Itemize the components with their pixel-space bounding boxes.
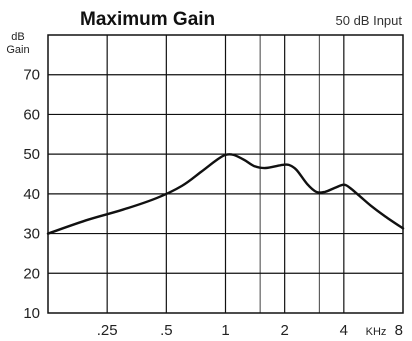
x-tick-label: .5 (160, 322, 173, 339)
x-tick-label: 1 (221, 322, 229, 339)
y-tick-label: 20 (23, 265, 40, 282)
chart-subtitle: 50 dB Input (336, 13, 403, 28)
grid (47, 34, 404, 314)
chart-title: Maximum Gain (80, 9, 215, 30)
y-tick-label: 50 (23, 146, 40, 163)
y-axis-label-line2: Gain (6, 44, 29, 56)
y-tick-label: 70 (23, 67, 40, 84)
x-axis-unit: KHz (366, 326, 387, 338)
x-tick-label: .25 (97, 322, 118, 339)
gain-curve (46, 153, 405, 235)
y-axis-label-line1: dB (11, 31, 24, 43)
x-tick-label: 4 (340, 322, 348, 339)
x-tick-label: 8 (395, 322, 403, 339)
y-tick-label: 10 (23, 305, 40, 322)
y-tick-label: 30 (23, 226, 40, 243)
y-tick-label: 60 (23, 106, 40, 123)
x-tick-labels: .25 .5 1 2 4 8 (97, 322, 403, 339)
x-tick-label: 2 (280, 322, 288, 339)
y-tick-label: 40 (23, 186, 40, 203)
series-group (46, 153, 405, 235)
y-tick-labels: 10 20 30 40 50 60 70 (23, 67, 40, 322)
